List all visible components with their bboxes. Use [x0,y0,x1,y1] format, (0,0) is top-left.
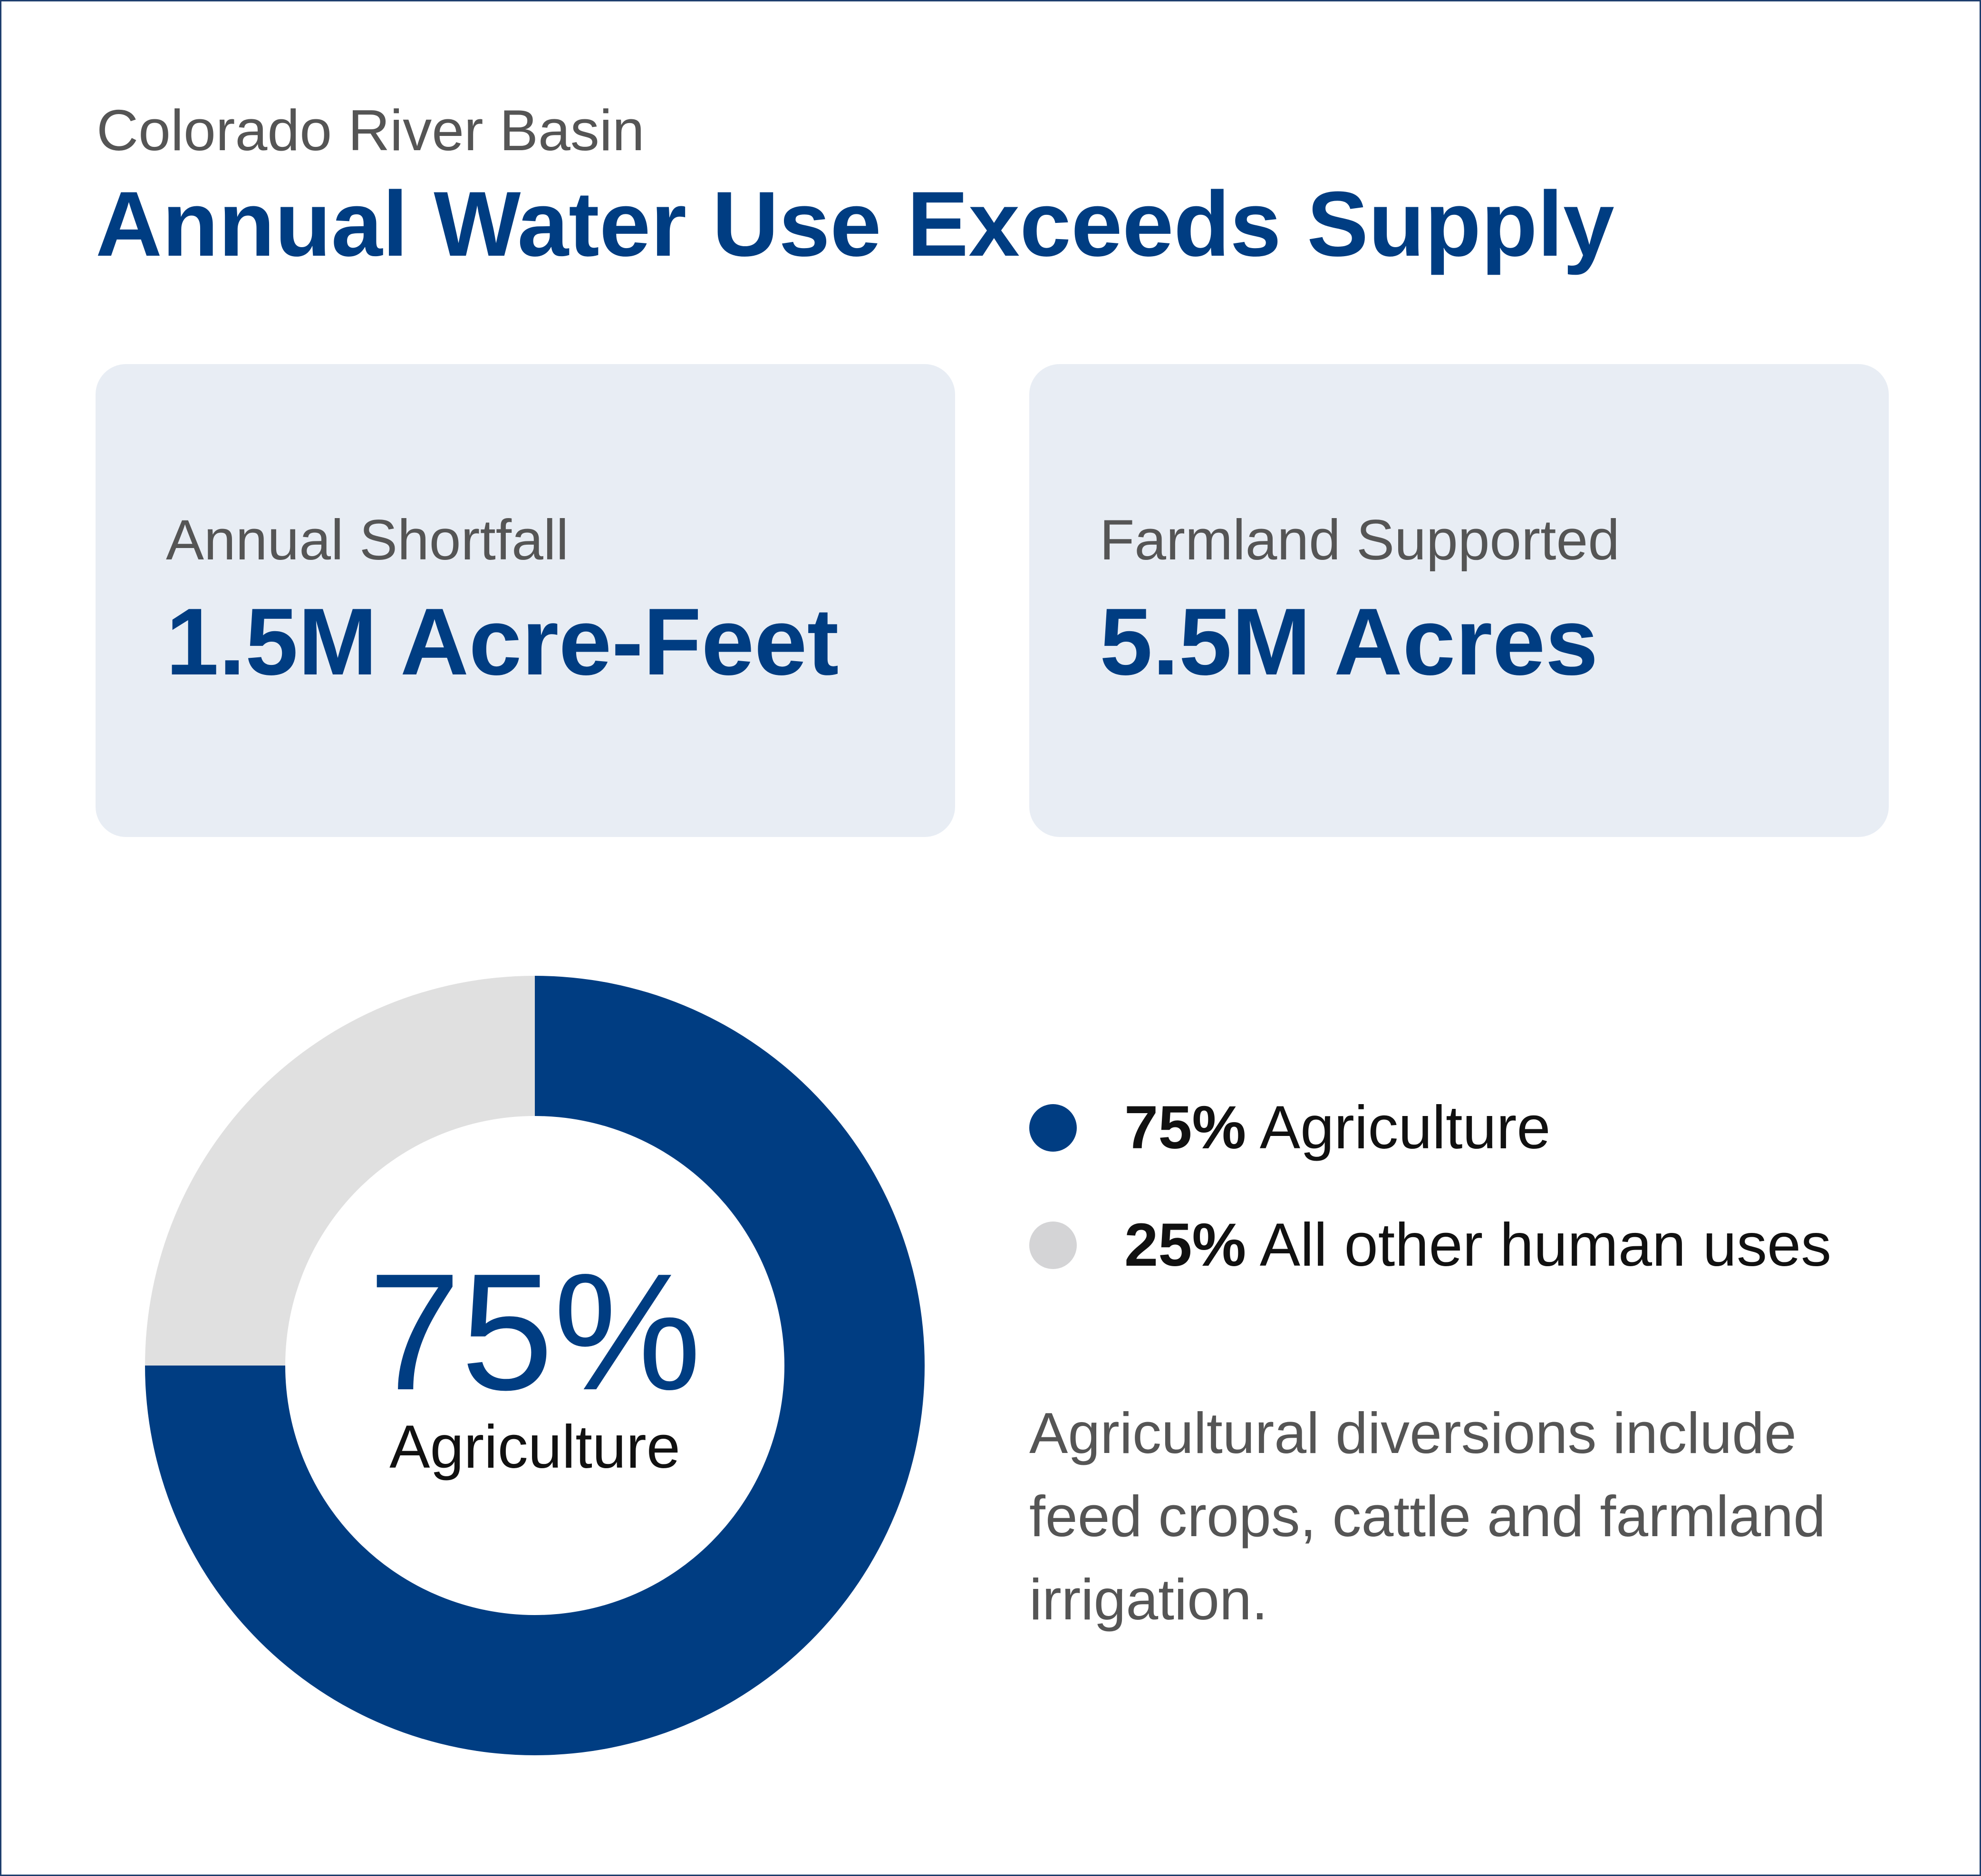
donut-center-value: 75% [368,1239,702,1425]
stat-label: Farmland Supported [1100,508,1620,572]
page-subtitle: Colorado River Basin [97,98,645,163]
stat-label: Annual Shortfall [166,508,569,572]
legend-label: 75% Agriculture [1124,1097,1551,1158]
footnote-text: Agricultural diversions include feed cro… [1029,1401,1826,1632]
donut-slice-all-other-human-uses [145,976,535,1366]
legend-pct: 25% [1124,1211,1247,1279]
legend-label: 25% All other human uses [1124,1215,1831,1276]
legend-swatch [1029,1222,1077,1269]
donut-slice-agriculture [145,976,925,1755]
legend-pct: 75% [1124,1094,1247,1162]
page-title: Annual Water Use Exceeds Supply [96,173,1614,276]
legend-name: Agriculture [1259,1094,1551,1162]
donut-center-label: Agriculture [389,1413,680,1481]
stat-card-shortfall: Annual Shortfall 1.5M Acre-Feet [96,364,955,837]
stat-value: 1.5M Acre-Feet [166,589,839,695]
legend-swatch [1029,1104,1077,1152]
legend-name: All other human uses [1259,1211,1832,1279]
stat-value: 5.5M Acres [1100,589,1598,695]
stat-card-farmland: Farmland Supported 5.5M Acres [1029,364,1889,837]
